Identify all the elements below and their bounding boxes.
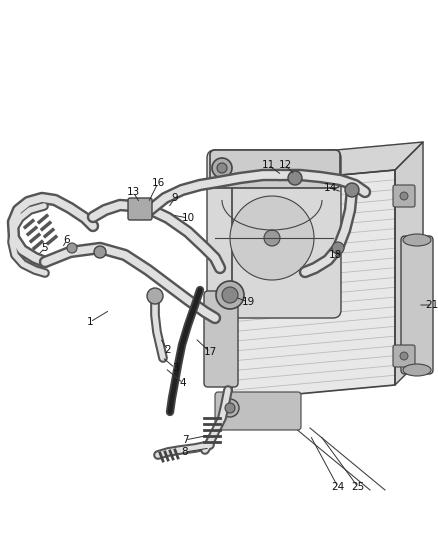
Circle shape [94, 246, 106, 258]
Circle shape [345, 183, 359, 197]
Ellipse shape [237, 243, 307, 297]
Text: 14: 14 [323, 183, 337, 193]
Circle shape [147, 288, 163, 304]
Text: 3: 3 [172, 363, 178, 373]
Polygon shape [232, 170, 395, 400]
Text: 25: 25 [351, 482, 364, 492]
Circle shape [221, 399, 239, 417]
Circle shape [332, 242, 344, 254]
Circle shape [212, 158, 232, 178]
Text: 17: 17 [203, 347, 217, 357]
Text: 24: 24 [332, 482, 345, 492]
Circle shape [400, 352, 408, 360]
FancyBboxPatch shape [393, 345, 415, 367]
Text: 21: 21 [425, 300, 438, 310]
Polygon shape [395, 142, 423, 385]
Text: 5: 5 [42, 243, 48, 253]
FancyBboxPatch shape [393, 185, 415, 207]
Polygon shape [232, 142, 423, 185]
Circle shape [264, 230, 280, 246]
FancyBboxPatch shape [204, 291, 238, 387]
Text: 7: 7 [182, 435, 188, 445]
FancyBboxPatch shape [401, 236, 433, 374]
Text: 2: 2 [165, 345, 171, 355]
Text: 8: 8 [182, 447, 188, 457]
Text: 19: 19 [241, 297, 254, 307]
FancyBboxPatch shape [207, 150, 341, 318]
Ellipse shape [403, 364, 431, 376]
Circle shape [217, 163, 227, 173]
Circle shape [216, 281, 244, 309]
FancyBboxPatch shape [128, 198, 152, 220]
Text: 4: 4 [180, 378, 186, 388]
Text: 9: 9 [172, 193, 178, 203]
FancyBboxPatch shape [215, 392, 301, 430]
FancyBboxPatch shape [210, 150, 340, 188]
Ellipse shape [403, 234, 431, 246]
Text: 12: 12 [279, 160, 292, 170]
Circle shape [222, 287, 238, 303]
Text: 11: 11 [261, 160, 275, 170]
Circle shape [67, 243, 77, 253]
Circle shape [288, 171, 302, 185]
Text: 6: 6 [64, 235, 71, 245]
Ellipse shape [214, 158, 330, 262]
Circle shape [225, 403, 235, 413]
Text: 1: 1 [87, 317, 93, 327]
Text: 10: 10 [181, 213, 194, 223]
Circle shape [400, 192, 408, 200]
Text: 13: 13 [127, 187, 140, 197]
Text: 16: 16 [152, 178, 165, 188]
Circle shape [230, 196, 314, 280]
Text: 18: 18 [328, 250, 342, 260]
